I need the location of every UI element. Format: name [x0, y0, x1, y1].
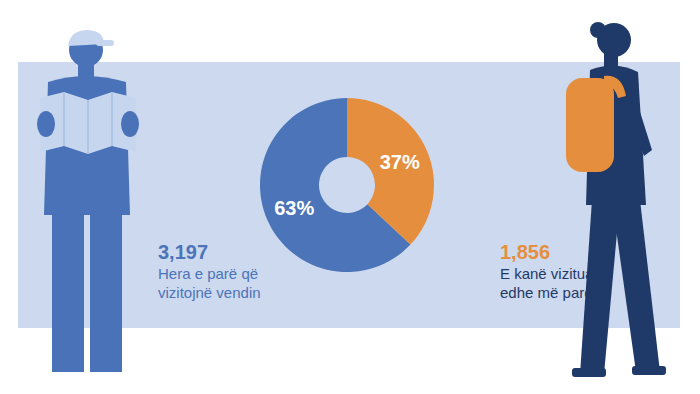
- svg-text:63%: 63%: [274, 197, 314, 219]
- html-text:3,197: 3,197: [158, 241, 209, 263]
- html-text:Hera e parë që vizitojnë vendi: Hera e parë që vizitojnë vendin: [158, 265, 261, 301]
- html-text:E kanë vizituar edhe më parë: E kanë vizituar edhe më parë: [500, 265, 599, 301]
- html-text:1,856: 1,856: [500, 241, 551, 263]
- svg-text:37%: 37%: [380, 151, 420, 173]
